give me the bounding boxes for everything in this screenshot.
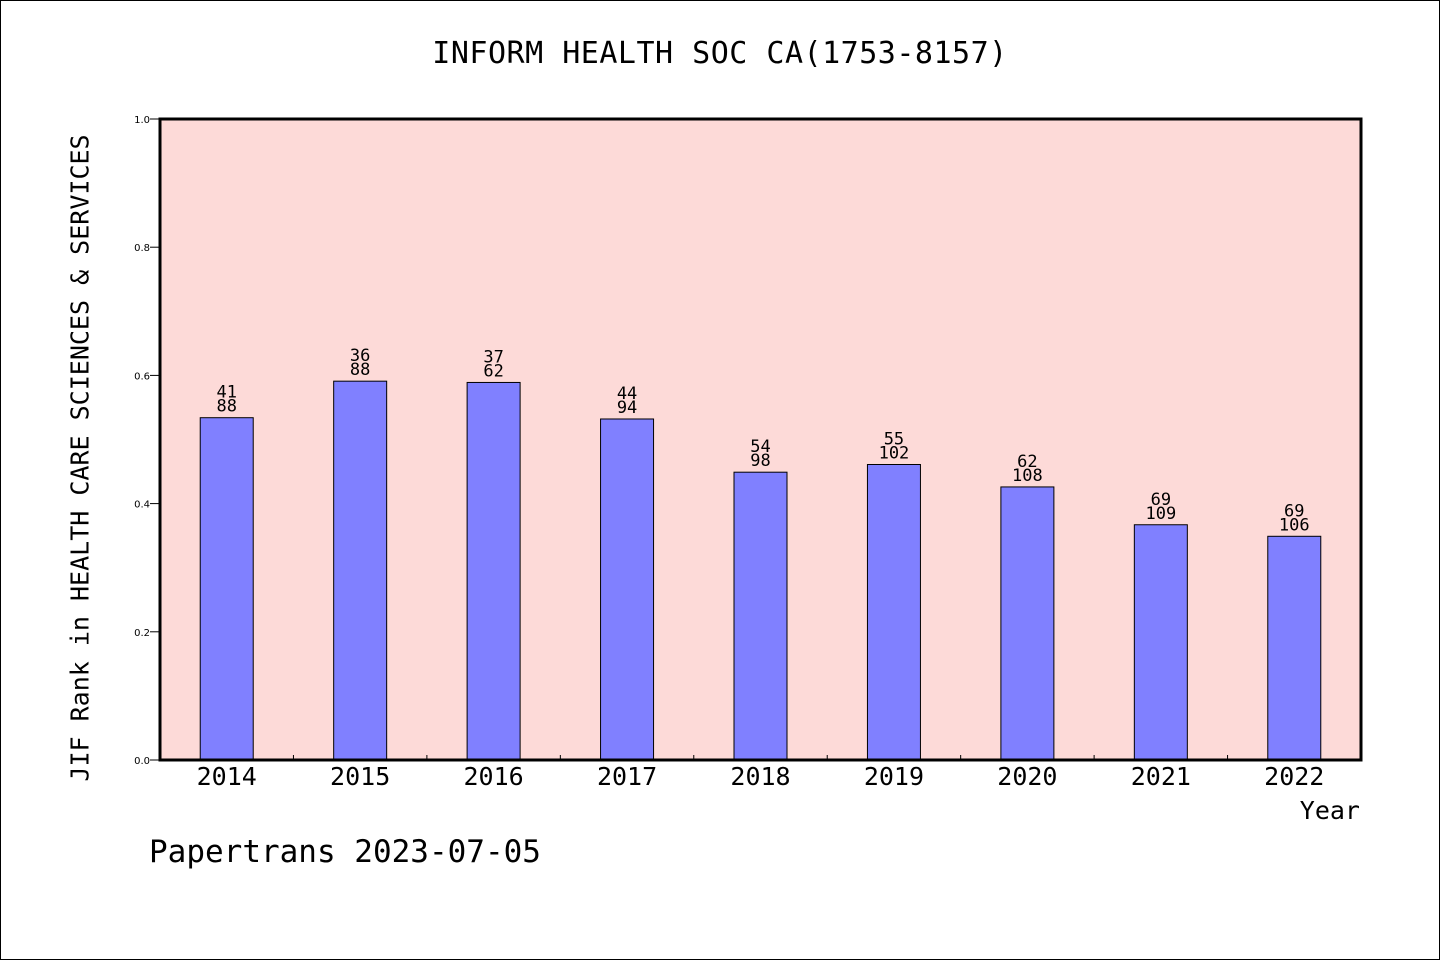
data-label-total-2016: 62 [483, 361, 503, 381]
y-tick-label: 0.2 [134, 628, 150, 639]
bar-2014 [199, 417, 254, 761]
plot-border [158, 117, 1363, 762]
x-tick-label-2017: 2017 [597, 762, 657, 791]
data-label-rank-2018: 54 [750, 437, 770, 457]
x-tick-label-2019: 2019 [864, 762, 924, 791]
bar-2022 [1267, 535, 1322, 761]
bar-2020 [1000, 486, 1055, 761]
data-label-total-2018: 98 [750, 451, 770, 471]
data-label-rank-2019: 55 [884, 429, 904, 449]
data-label-total-2022: 106 [1279, 515, 1310, 535]
bar-2016 [466, 381, 521, 761]
x-tick-label-2014: 2014 [197, 762, 257, 791]
x-tick-label-2018: 2018 [730, 762, 790, 791]
bar-2015 [333, 380, 388, 761]
y-tick-label: 0.4 [134, 500, 150, 511]
data-label-total-2015: 88 [350, 360, 370, 380]
x-tick-label-2015: 2015 [330, 762, 390, 791]
ticks-layer: 2014 2015 2016 2017 2018 2019 2020 2021 2022 0.0 0… [134, 115, 1324, 791]
footer-credit: Papertrans 2023-07-05 [149, 834, 541, 870]
data-label-total-2017: 94 [617, 398, 637, 418]
x-tick-label-2020: 2020 [997, 762, 1057, 791]
bar-2017 [600, 418, 655, 761]
bars-layer [199, 380, 1322, 761]
x-tick-label-2016: 2016 [464, 762, 524, 791]
data-label-rank-2016: 37 [483, 347, 503, 367]
bar-2019 [866, 463, 921, 761]
data-label-total-2014: 88 [216, 397, 236, 417]
data-label-rank-2015: 36 [350, 346, 370, 366]
x-tick-label-2021: 2021 [1131, 762, 1191, 791]
data-label-rank-2014: 41 [216, 383, 236, 403]
y-tick-label: 0.8 [134, 243, 150, 254]
data-label-rank-2022: 69 [1284, 501, 1304, 521]
bar-2021 [1133, 524, 1188, 761]
x-tick-label-2022: 2022 [1264, 762, 1324, 791]
data-label-total-2020: 108 [1012, 466, 1043, 486]
x-axis-label: Year [1299, 796, 1360, 825]
y-tick-label: 0.0 [134, 756, 150, 767]
data-label-rank-2017: 44 [617, 384, 637, 404]
data-label-total-2019: 102 [879, 443, 910, 463]
data-label-total-2021: 109 [1145, 504, 1176, 524]
data-label-rank-2021: 69 [1151, 490, 1171, 510]
bar-2018 [733, 471, 788, 761]
y-tick-label: 0.6 [134, 371, 150, 382]
chart-title: INFORM HEALTH SOC CA(1753-8157) [432, 36, 1008, 71]
y-tick-label: 1.0 [134, 115, 150, 126]
y-axis-label: JIF Rank in HEALTH CARE SCIENCES & SERVI… [65, 134, 95, 782]
data-label-rank-2020: 62 [1017, 452, 1037, 472]
